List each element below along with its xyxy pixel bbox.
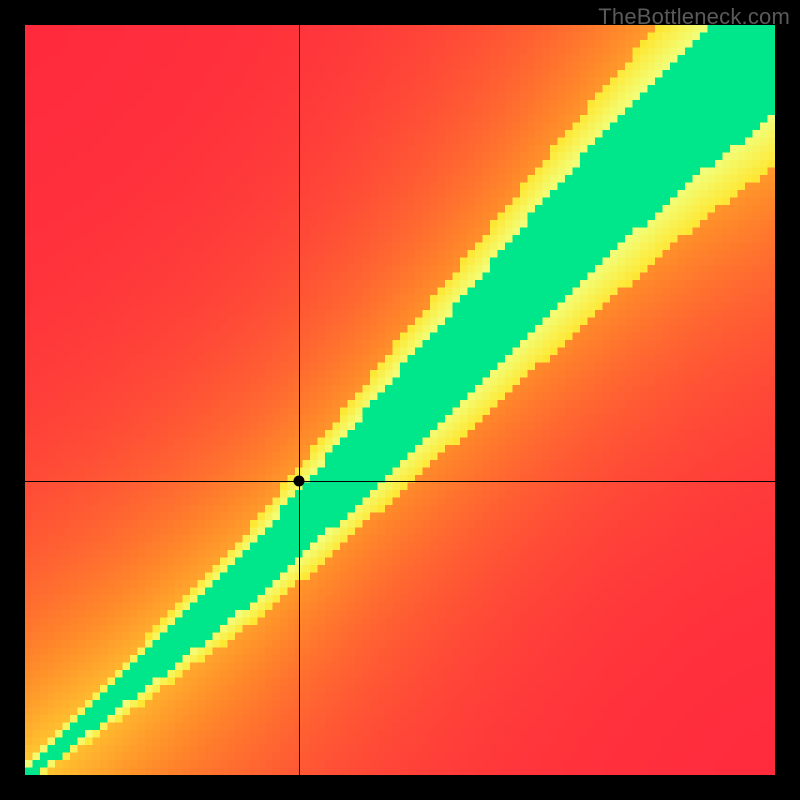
heatmap-canvas: [25, 25, 775, 775]
watermark-text: TheBottleneck.com: [598, 4, 790, 30]
chart-container: TheBottleneck.com: [0, 0, 800, 800]
plot-area: [25, 25, 775, 775]
crosshair-vertical: [299, 25, 300, 775]
crosshair-horizontal: [25, 481, 775, 482]
data-point-marker: [293, 476, 304, 487]
